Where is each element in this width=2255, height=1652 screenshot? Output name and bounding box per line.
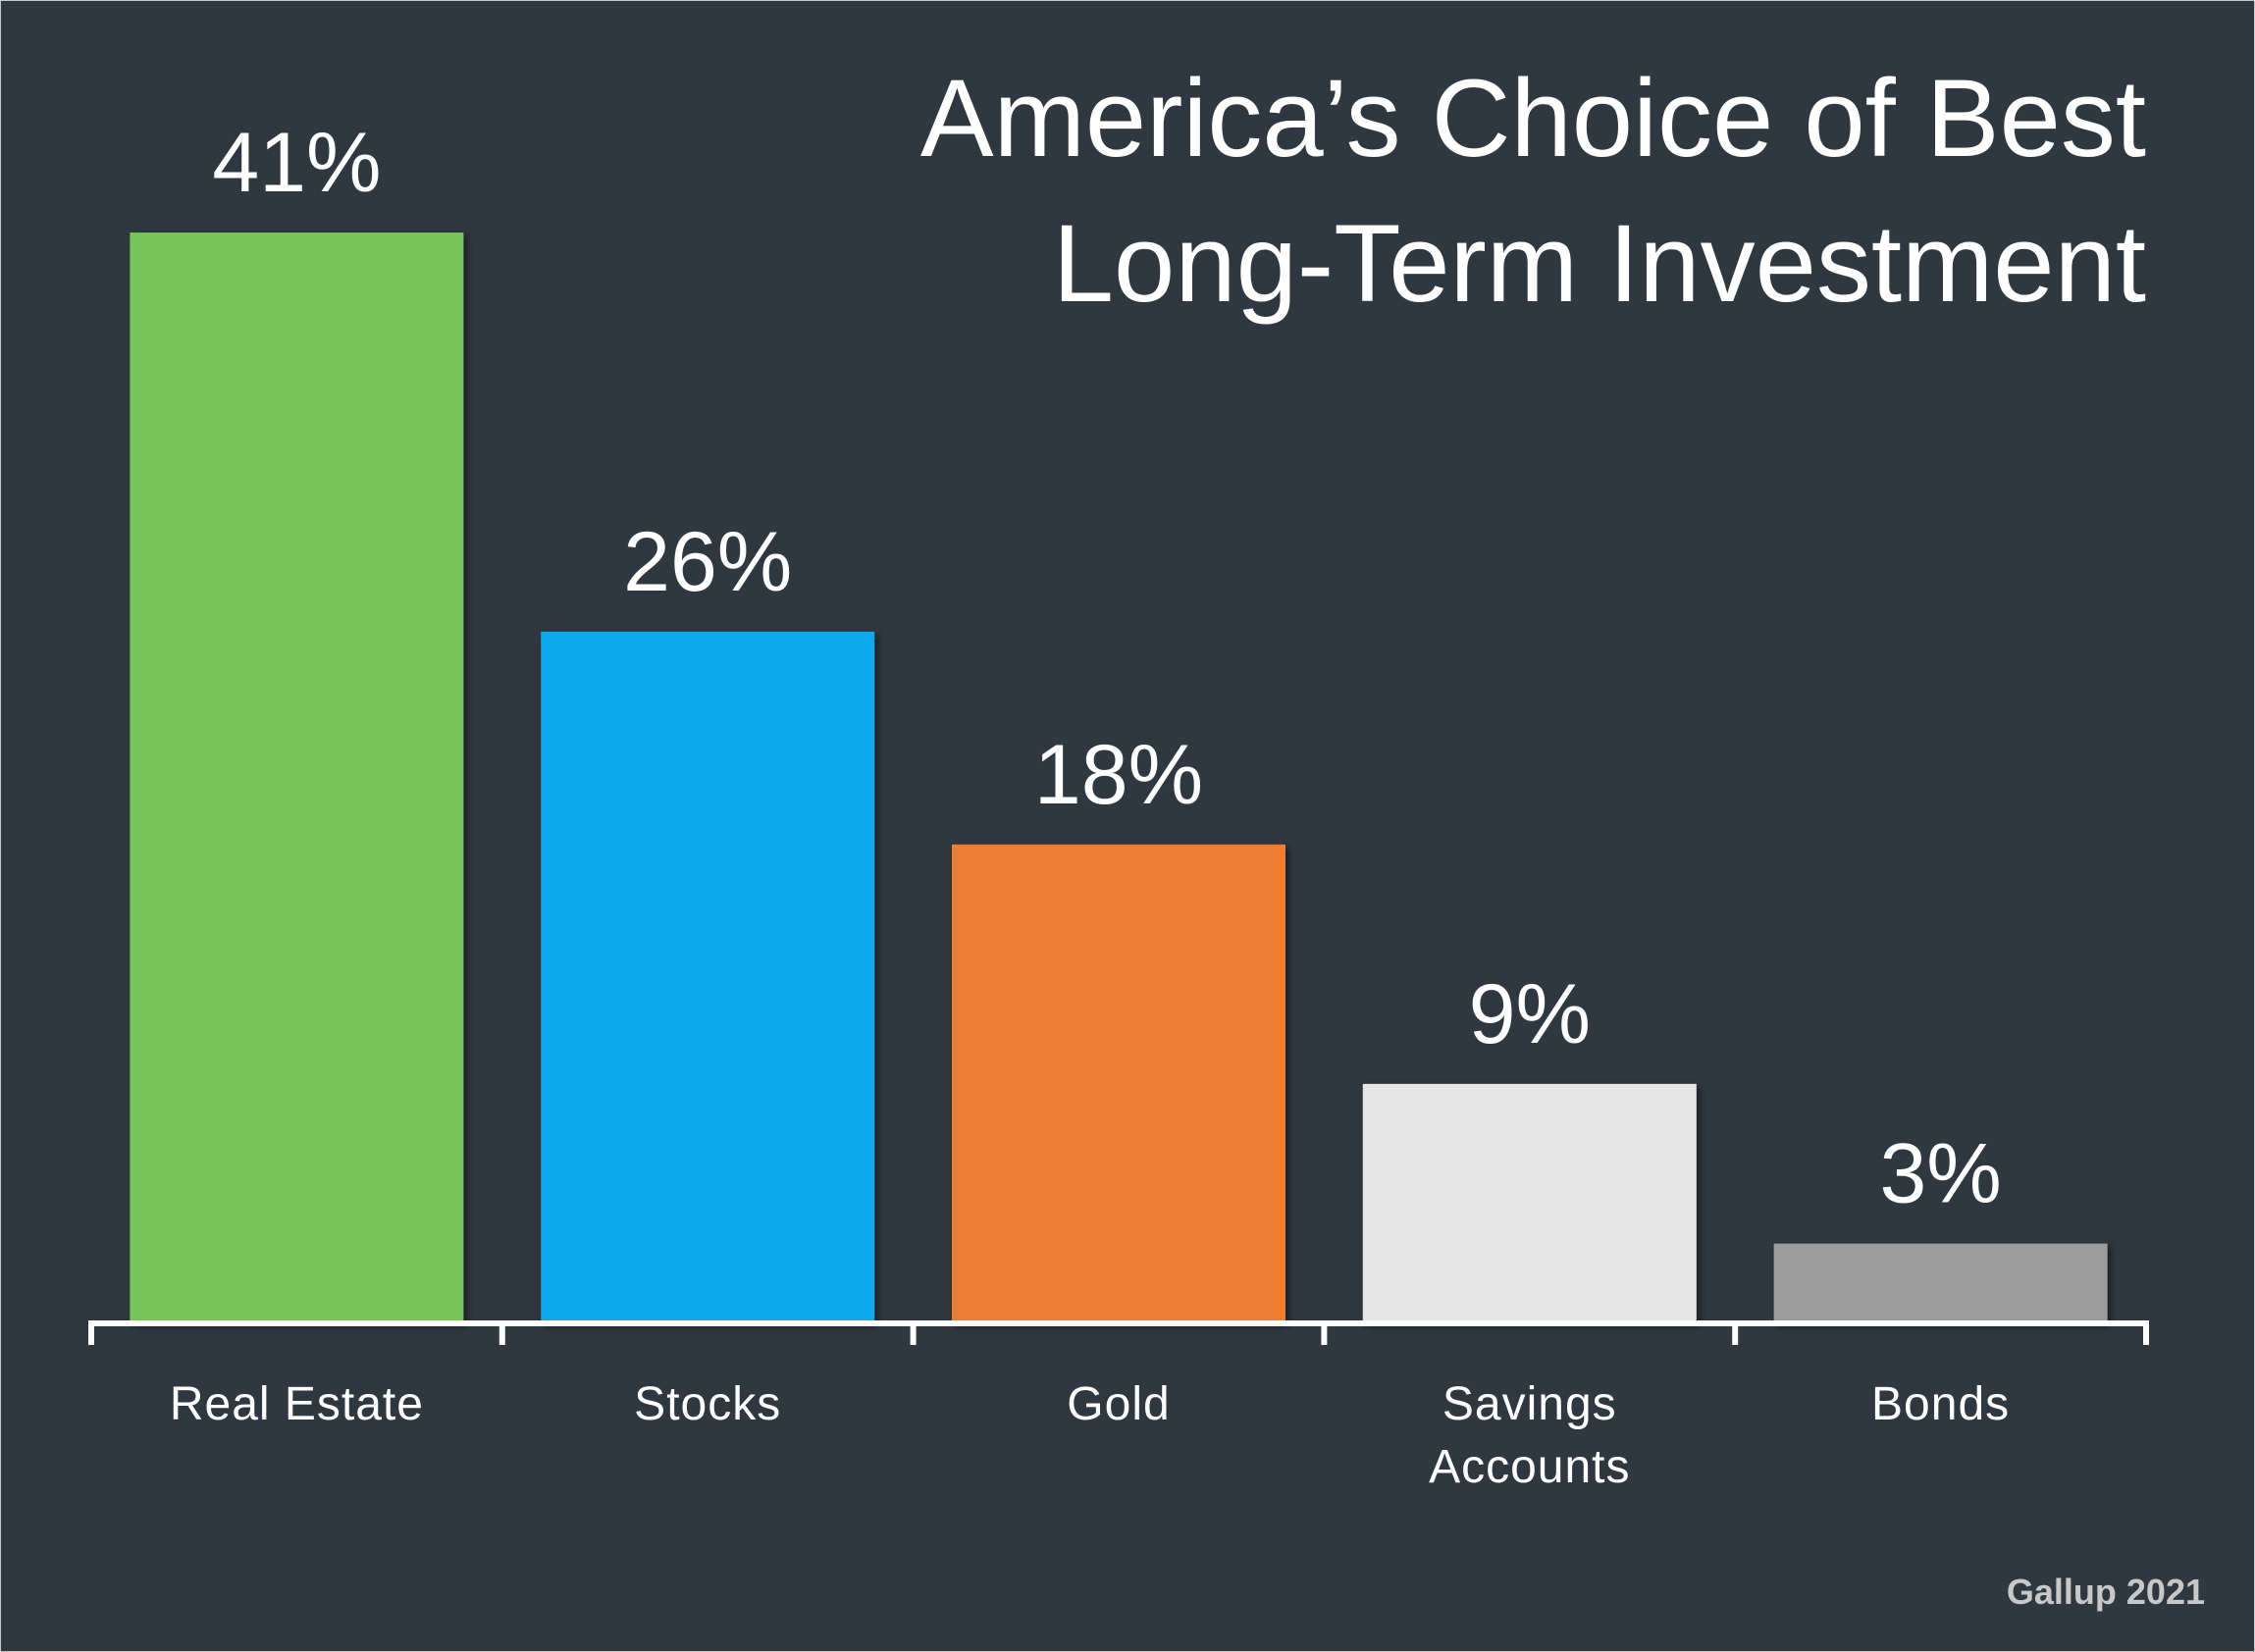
chart-title-line: America’s Choice of Best [920,57,2146,180]
value-label: 41% [212,116,381,210]
bar [1362,1083,1697,1323]
category-label-line: Gold [1067,1378,1170,1430]
bars [130,232,2108,1323]
category-label-line: Savings [1442,1378,1617,1430]
category-label-line: Real Estate [170,1378,424,1430]
value-labels: 41% 26% 18% 9% 3% [212,116,2001,1221]
value-label: 26% [623,515,792,609]
bar [952,844,1285,1323]
category-label: Gold [1067,1378,1170,1430]
category-label: Bonds [1871,1378,2010,1430]
category-label: Stocks [634,1378,781,1430]
category-label: Real Estate [170,1378,424,1430]
chart-title: America’s Choice of Best Long-Term Invest… [920,57,2146,325]
bar [1773,1243,2108,1323]
category-label: Savings Accounts [1429,1378,1630,1493]
source-label: Gallup 2021 [2007,1572,2205,1612]
value-label: 18% [1034,728,1203,822]
value-label: 9% [1469,967,1591,1061]
category-label-line: Stocks [634,1378,781,1430]
category-label-line: Accounts [1429,1441,1630,1493]
chart-title-line: Long-Term Investment [1053,202,2146,325]
value-label: 3% [1879,1127,2001,1221]
bar [130,232,464,1323]
category-labels: Real Estate Stocks Gold Savings Accounts Bond… [170,1378,2010,1493]
x-axis [88,1320,2149,1345]
bar [541,631,875,1323]
category-label-line: Bonds [1871,1378,2010,1430]
